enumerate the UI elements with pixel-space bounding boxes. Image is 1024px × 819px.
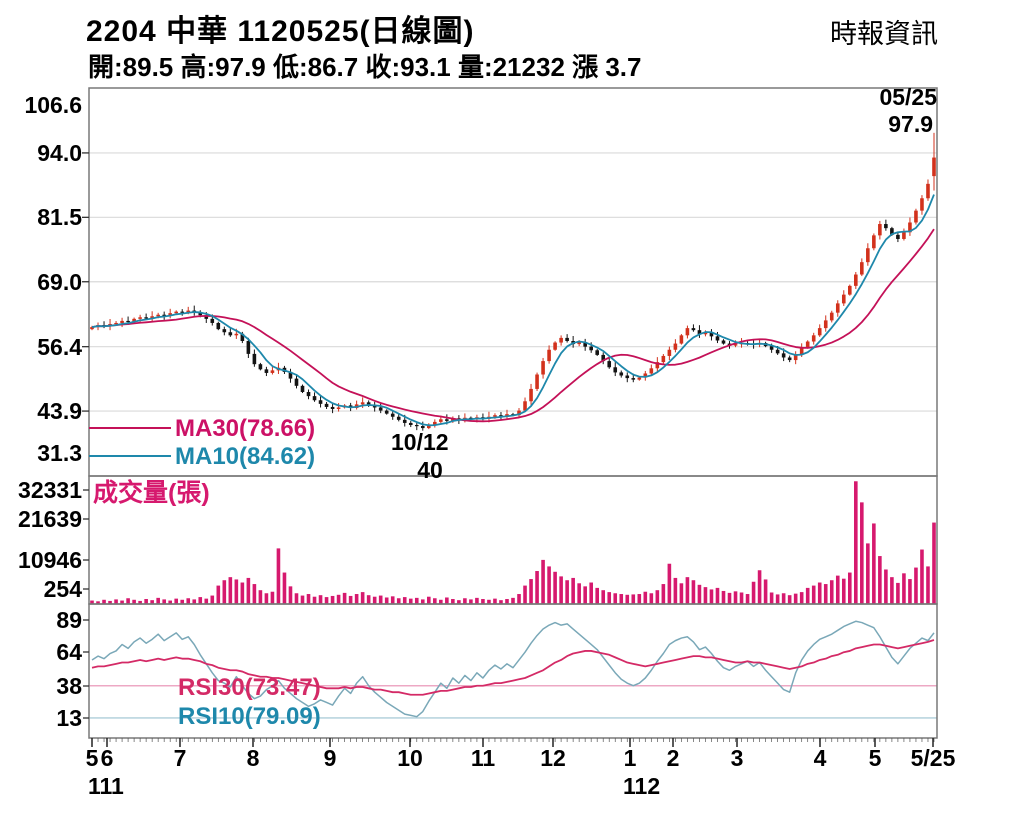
rsi30-legend: RSI30(73.47) <box>178 674 321 701</box>
price-axis-label: 81.5 <box>37 204 82 231</box>
price-axis-label: 31.3 <box>37 440 82 466</box>
last-high-annotation: 97.9 <box>888 111 933 137</box>
price-axis-label: 69.0 <box>37 268 82 295</box>
x-axis-year-111: 111 <box>88 773 124 799</box>
x-axis-year-112: 112 <box>623 773 661 799</box>
rsi10-legend: RSI10(79.09) <box>178 703 321 730</box>
volume-axis-label: 21639 <box>18 506 82 532</box>
page-title: 2204 中華 1120525(日線圖) <box>86 15 475 48</box>
x-axis-month-label: 3 <box>730 745 744 771</box>
low-value-annotation: 40 <box>417 457 443 483</box>
price-axis-label: 56.4 <box>37 333 82 360</box>
price-axis-label: 94.0 <box>37 139 82 166</box>
x-axis-month-label: 2 <box>666 745 680 771</box>
rsi-axis-label: 64 <box>56 639 82 665</box>
x-axis-month-label: 10 <box>397 745 423 771</box>
ma30-legend: MA30(78.66) <box>175 415 316 442</box>
x-axis-month-label: 4 <box>813 745 827 771</box>
x-axis-month-label: 6 <box>100 745 114 771</box>
rsi-axis-label: 13 <box>56 705 82 731</box>
ma10-legend: MA10(84.62) <box>175 443 316 470</box>
rsi-axis-label: 38 <box>56 673 82 699</box>
x-axis-month-label: 5 <box>868 745 882 771</box>
x-axis-month-label: 7 <box>173 745 187 771</box>
axis-ticks <box>82 152 935 747</box>
ma-legend-swatches <box>89 427 171 457</box>
price-gridlines <box>89 152 937 412</box>
rsi10-line <box>91 620 935 718</box>
ma10-line <box>91 194 935 427</box>
ma30-line <box>91 228 935 423</box>
volume-axis-label: 10946 <box>18 547 82 573</box>
x-axis-month-label: 5/25 <box>910 745 956 771</box>
last-date-annotation: 05/25 <box>879 84 937 110</box>
x-axis-month-label: 12 <box>540 745 566 771</box>
price-axis-label: 106.6 <box>24 92 82 118</box>
x-axis-month-label: 11 <box>470 745 496 771</box>
volume-axis-label: 254 <box>43 576 82 602</box>
low-date-annotation: 10/12 <box>391 429 449 455</box>
x-axis-month-label: 8 <box>246 745 260 771</box>
x-axis-month-label: 9 <box>323 745 337 771</box>
data-source-label: 時報資訊 <box>830 19 938 49</box>
price-axis-label: 43.9 <box>37 397 82 424</box>
rsi30-line <box>91 639 935 696</box>
x-axis-month-label: 1 <box>623 745 637 771</box>
ohlc-summary: 開:89.5 高:97.9 低:86.7 收:93.1 量:21232 漲 3.… <box>88 52 642 82</box>
rsi-axis-label: 89 <box>56 607 82 633</box>
volume-bars <box>90 481 936 604</box>
volume-axis-label: 32331 <box>18 477 82 503</box>
volume-panel-title: 成交量(張) <box>93 479 210 507</box>
x-axis-month-label: 5 <box>85 745 99 771</box>
